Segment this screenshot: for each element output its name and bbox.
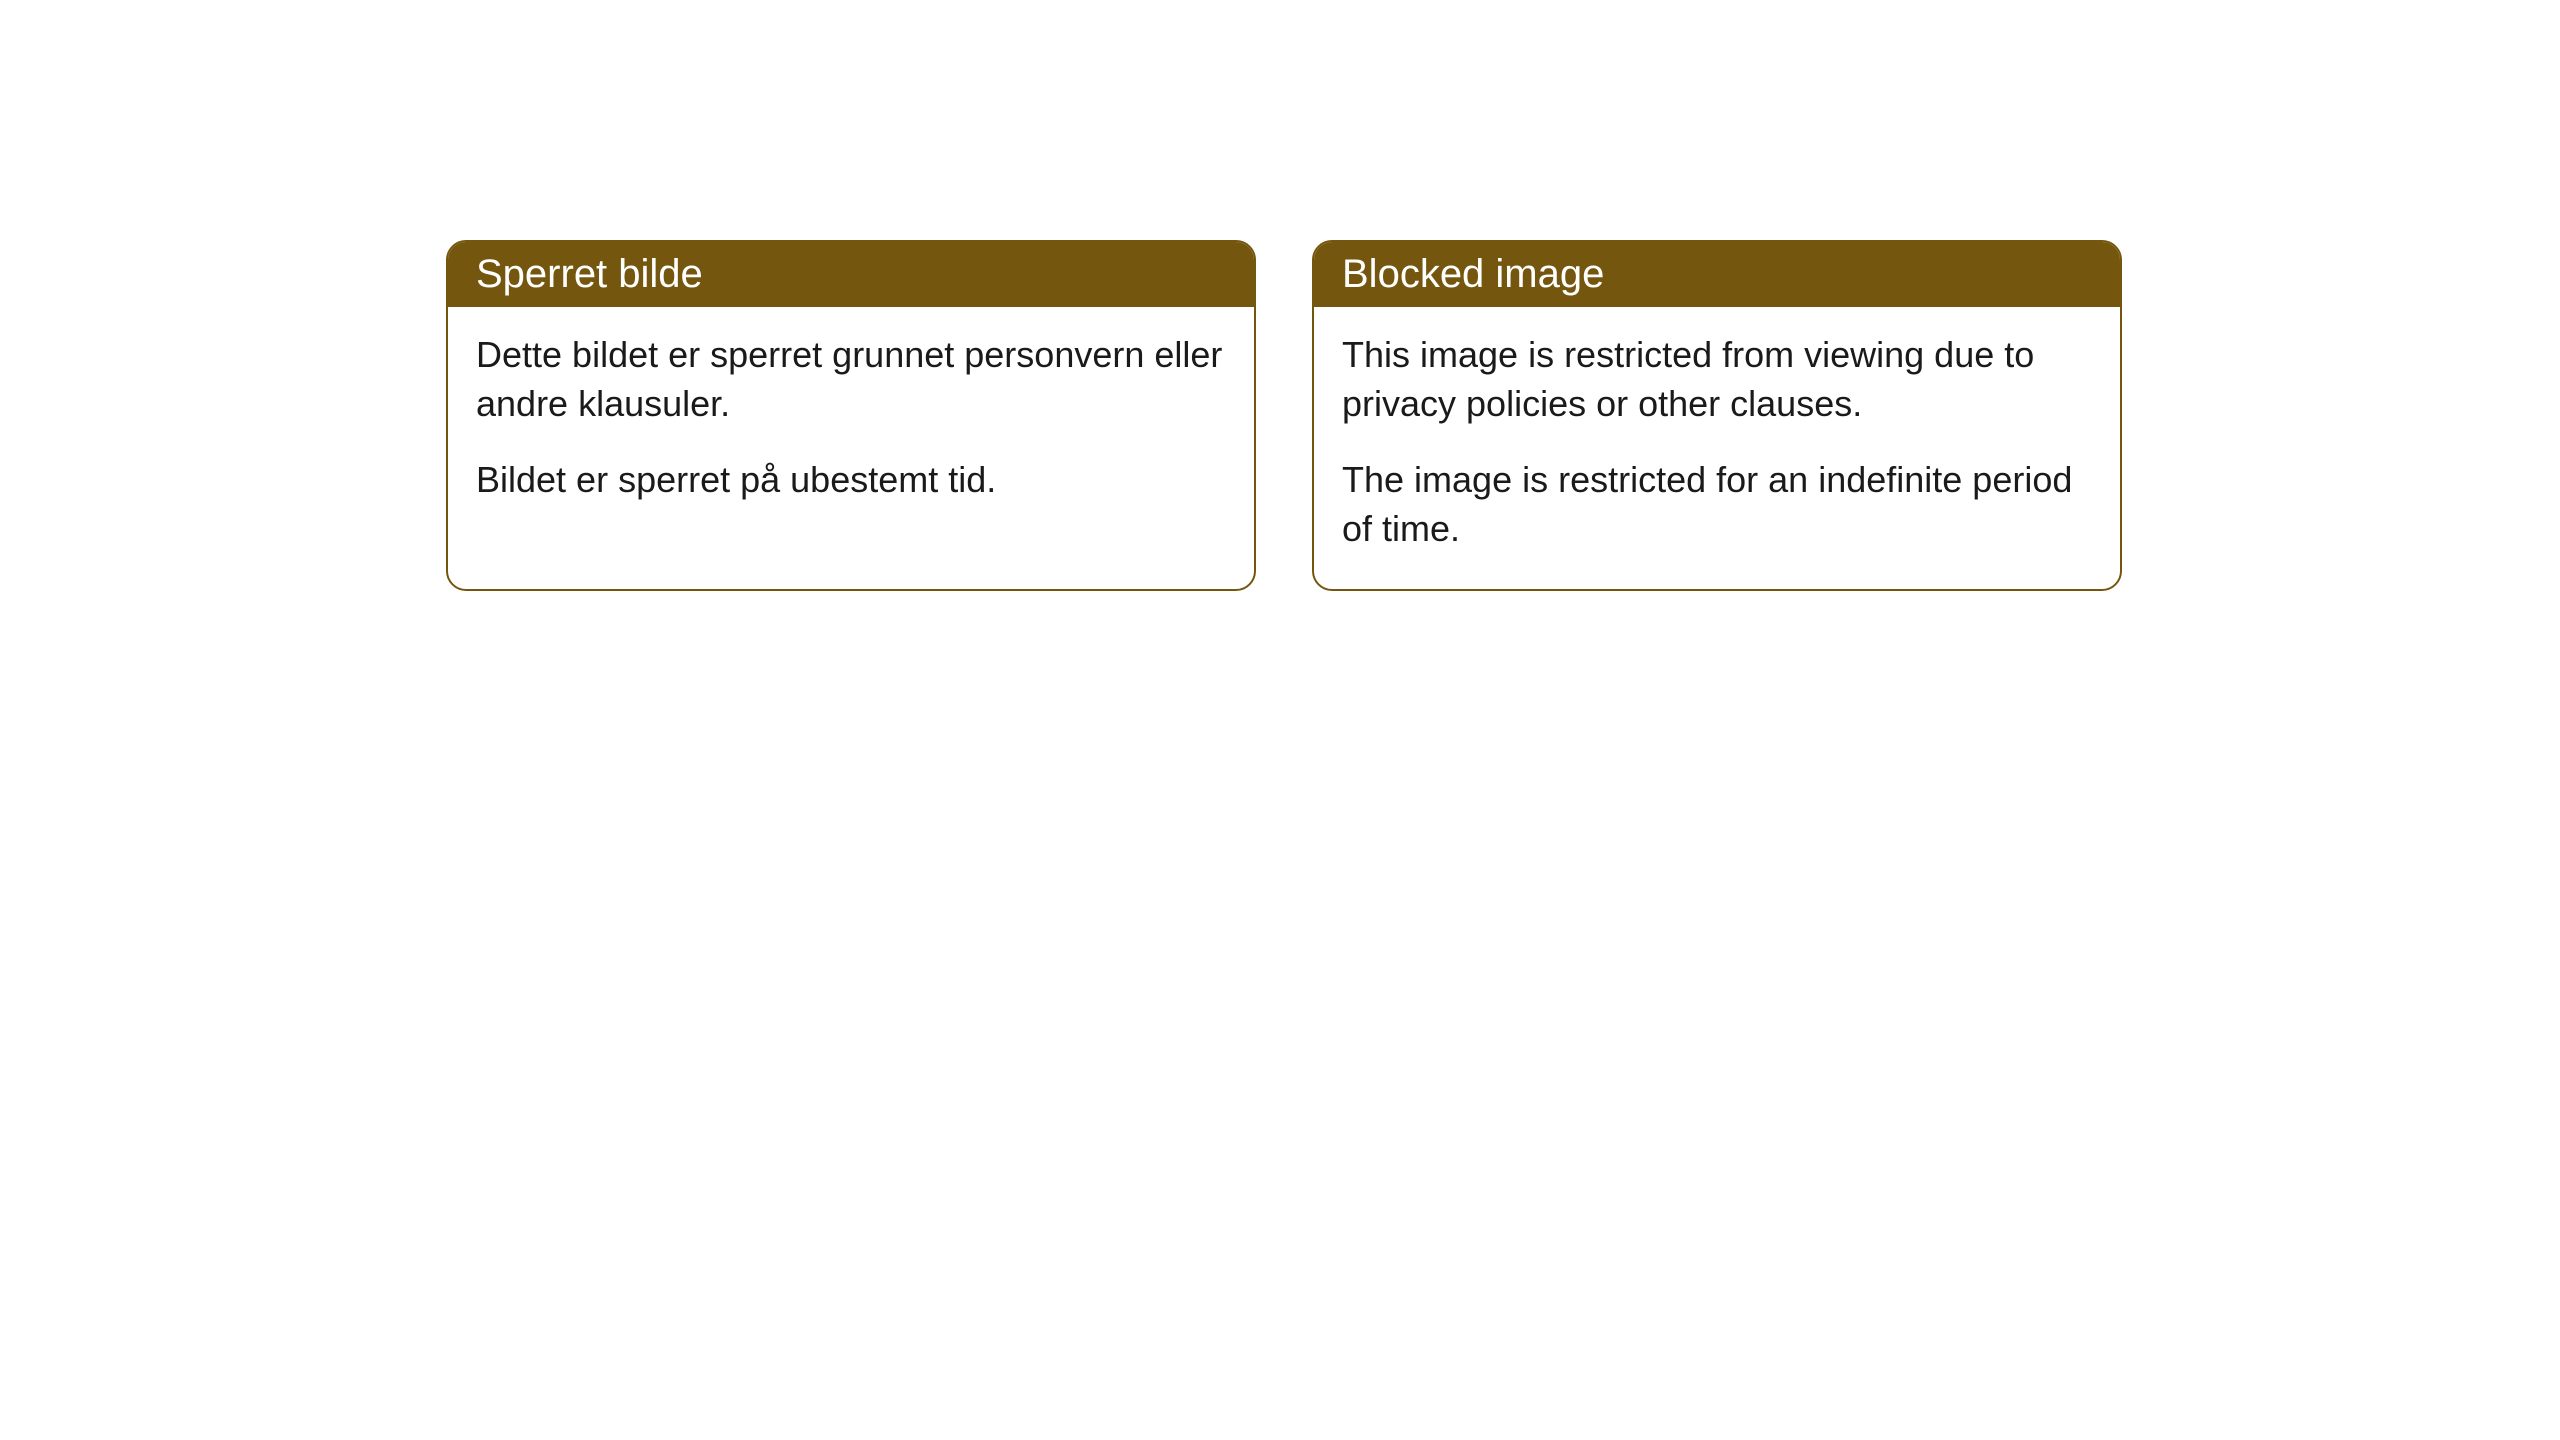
card-paragraph: Bildet er sperret på ubestemt tid. — [476, 456, 1226, 505]
card-paragraph: Dette bildet er sperret grunnet personve… — [476, 331, 1226, 428]
card-paragraph: This image is restricted from viewing du… — [1342, 331, 2092, 428]
card-title: Blocked image — [1314, 242, 2120, 307]
card-title: Sperret bilde — [448, 242, 1254, 307]
card-body: This image is restricted from viewing du… — [1314, 307, 2120, 589]
notice-cards-container: Sperret bilde Dette bildet er sperret gr… — [446, 240, 2122, 591]
blocked-image-card-english: Blocked image This image is restricted f… — [1312, 240, 2122, 591]
card-body: Dette bildet er sperret grunnet personve… — [448, 307, 1254, 541]
blocked-image-card-norwegian: Sperret bilde Dette bildet er sperret gr… — [446, 240, 1256, 591]
card-paragraph: The image is restricted for an indefinit… — [1342, 456, 2092, 553]
